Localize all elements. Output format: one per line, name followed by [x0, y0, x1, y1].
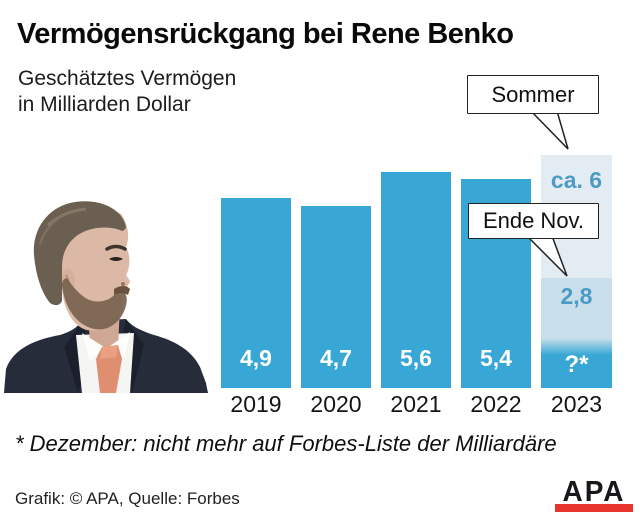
segment-label-dezember: ?* [564, 351, 589, 378]
subtitle-line-1: Geschätztes Vermögen [18, 67, 237, 90]
bar-value-label: 5,4 [480, 345, 512, 371]
apa-logo-redbar [555, 504, 633, 512]
axis-label-2022: 2022 [470, 391, 522, 417]
mustache [114, 286, 130, 295]
bar-value-label: 4,9 [240, 345, 272, 371]
sommer-pointer [529, 110, 569, 150]
page-title: Vermögensrückgang bei Rene Benko [17, 18, 514, 50]
subtitle-line-2: in Milliarden Dollar [18, 93, 191, 116]
eye [109, 257, 123, 261]
eyebrow [105, 244, 127, 251]
axis-label-2019: 2019 [230, 391, 282, 417]
callout-sommer: Sommer [467, 75, 599, 114]
nostril [121, 282, 125, 286]
segment-label-ende-nov: 2,8 [560, 283, 593, 309]
callout-sommer-label: Sommer [491, 81, 575, 107]
apa-logo-text: APA [562, 475, 626, 508]
axis-label-2021: 2021 [390, 391, 442, 417]
chart-subtitle: Geschätztes Vermögen in Milliarden Dolla… [18, 66, 236, 118]
callout-ende-nov-label: Ende Nov. [482, 208, 585, 233]
bar-2019: 4,9 [221, 198, 291, 388]
bar-2020: 4,7 [301, 206, 371, 388]
bar-value-label: 4,7 [320, 345, 352, 371]
rene-benko-photo [4, 201, 208, 393]
source-credit: Grafik: © APA, Quelle: Forbes [15, 489, 240, 508]
bar-2023: ca. 6 2,8 ?* [541, 155, 612, 388]
axis-label-2023: 2023 [550, 391, 603, 417]
apa-logo: APA [555, 475, 633, 512]
segment-label-sommer: ca. 6 [550, 167, 603, 193]
callout-ende-nov: Ende Nov. [468, 203, 599, 239]
beard [62, 278, 127, 330]
hair [33, 201, 127, 306]
footnote: * Dezember: nicht mehr auf Forbes-Liste … [15, 431, 557, 456]
bar-value-label: 5,6 [400, 345, 432, 371]
bar-2021: 5,6 [381, 172, 451, 388]
axis-label-2020: 2020 [310, 391, 362, 417]
